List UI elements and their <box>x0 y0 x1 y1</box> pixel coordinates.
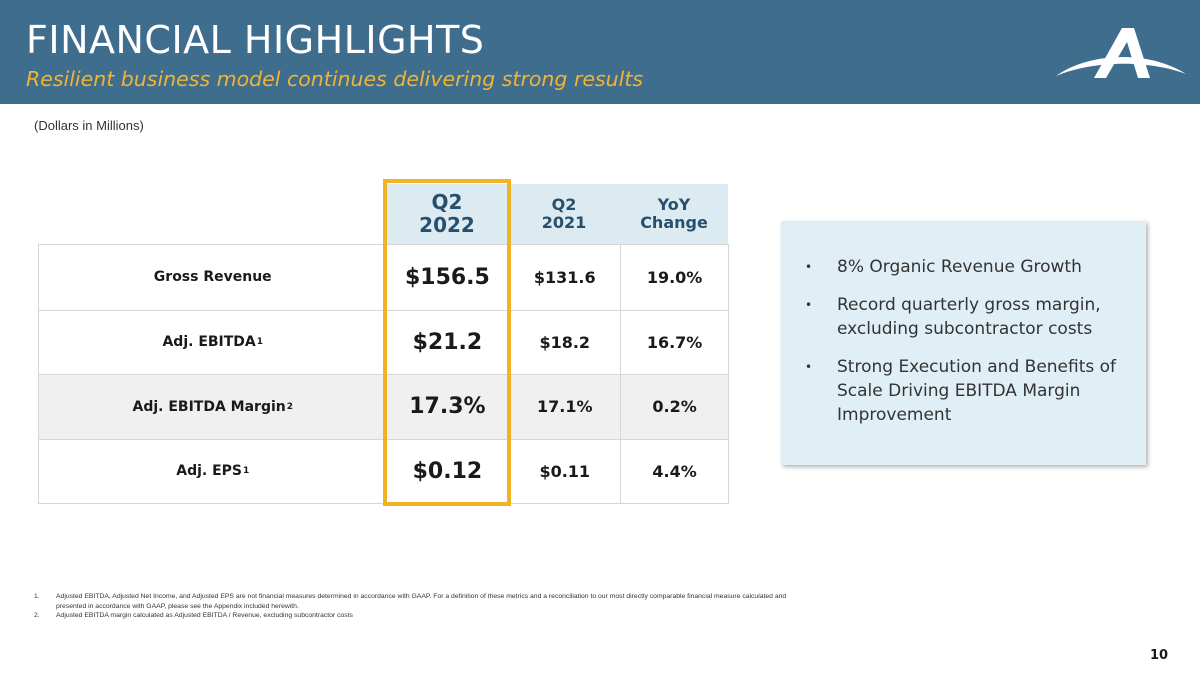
footnote: 2. Adjusted EBITDA margin calculated as … <box>34 611 804 621</box>
column-header-q2-2021: Q2 2021 <box>508 184 620 244</box>
page-subtitle: Resilient business model continues deliv… <box>26 67 644 91</box>
table-row-adj-ebitda: Adj. EBITDA 1 $21.2 $18.2 16.7% <box>39 309 728 375</box>
callout-bullet: • Record quarterly gross margin, excludi… <box>805 293 1126 341</box>
table-row-gross-revenue: Gross Revenue $156.5 $131.6 19.0% <box>39 245 728 310</box>
footnote-ref: 1 <box>243 466 250 477</box>
column-header-line: 2021 <box>541 213 587 232</box>
row-label-text: Gross Revenue <box>153 269 272 286</box>
table-row-adj-ebitda-margin: Adj. EBITDA Margin 2 17.3% 17.1% 0.2% <box>39 374 728 439</box>
value-yoy-change: 16.7% <box>620 310 728 374</box>
column-header-line: Change <box>640 213 708 232</box>
footnote: 1. Adjusted EBITDA, Adjusted Net Income,… <box>34 592 804 611</box>
column-header-line: Q2 <box>551 194 577 214</box>
callout-bullet-text: Strong Execution and Benefits of Scale D… <box>837 357 1117 425</box>
row-label: Adj. EBITDA Margin 2 <box>39 375 387 439</box>
table-row-adj-eps: Adj. EPS 1 $0.12 $0.11 4.4% <box>39 438 728 504</box>
bullet-icon: • <box>805 298 813 312</box>
company-logo-icon <box>1056 28 1186 78</box>
column-header-line: YoY <box>657 194 691 214</box>
value-q2-2022: $156.5 <box>404 264 490 290</box>
footnote-number: 1. <box>34 593 40 600</box>
bullet-icon: • <box>805 260 813 274</box>
column-header-q2-2022: Q2 2022 <box>386 184 508 244</box>
row-label: Gross Revenue <box>39 245 387 310</box>
value-q2-2021: $18.2 <box>508 310 620 374</box>
header-banner: FINANCIAL HIGHLIGHTS Resilient business … <box>0 0 1200 104</box>
callout-bullet-text: 8% Organic Revenue Growth <box>837 257 1082 277</box>
value-yoy-change: 4.4% <box>620 439 728 503</box>
callout-bullet-text: Record quarterly gross margin, excluding… <box>837 295 1101 339</box>
value-q2-2022: $21.2 <box>412 329 483 355</box>
footnote-text: Adjusted EBITDA, Adjusted Net Income, an… <box>56 593 787 610</box>
row-label-text: Adj. EPS <box>176 463 242 480</box>
value-yoy-change: 0.2% <box>620 375 728 439</box>
row-label-text: Adj. EBITDA <box>162 334 256 351</box>
value-yoy-change: 19.0% <box>620 245 728 310</box>
callout-bullet: • 8% Organic Revenue Growth <box>805 255 1126 279</box>
row-label-text: Adj. EBITDA Margin <box>132 398 286 415</box>
bullet-icon: • <box>805 360 813 374</box>
row-label: Adj. EPS 1 <box>39 440 387 504</box>
units-note: (Dollars in Millions) <box>34 118 144 133</box>
financial-table: Gross Revenue $156.5 $131.6 19.0% Adj. E… <box>38 244 729 504</box>
footnote-ref: 1 <box>256 337 264 348</box>
value-q2-2022: $0.12 <box>412 458 483 484</box>
column-header-yoy-change: YoY Change <box>620 184 728 244</box>
value-q2-2021: 17.1% <box>508 375 620 439</box>
footnote-number: 2. <box>34 612 40 619</box>
footnotes: 1. Adjusted EBITDA, Adjusted Net Income,… <box>34 592 804 621</box>
footnote-ref: 2 <box>286 401 293 412</box>
highlights-callout-box: • 8% Organic Revenue Growth • Record qua… <box>781 221 1146 465</box>
footnote-text: Adjusted EBITDA margin calculated as Adj… <box>56 612 353 619</box>
column-header-line: Q2 <box>431 190 463 214</box>
page-title: FINANCIAL HIGHLIGHTS <box>26 18 485 62</box>
value-q2-2022: 17.3% <box>409 394 486 420</box>
value-q2-2021: $131.6 <box>508 245 620 310</box>
row-label: Adj. EBITDA 1 <box>39 311 387 375</box>
page-number: 10 <box>1150 648 1169 663</box>
column-header-line: 2022 <box>419 213 475 237</box>
callout-bullet: • Strong Execution and Benefits of Scale… <box>805 355 1126 427</box>
value-q2-2021: $0.11 <box>508 439 620 503</box>
